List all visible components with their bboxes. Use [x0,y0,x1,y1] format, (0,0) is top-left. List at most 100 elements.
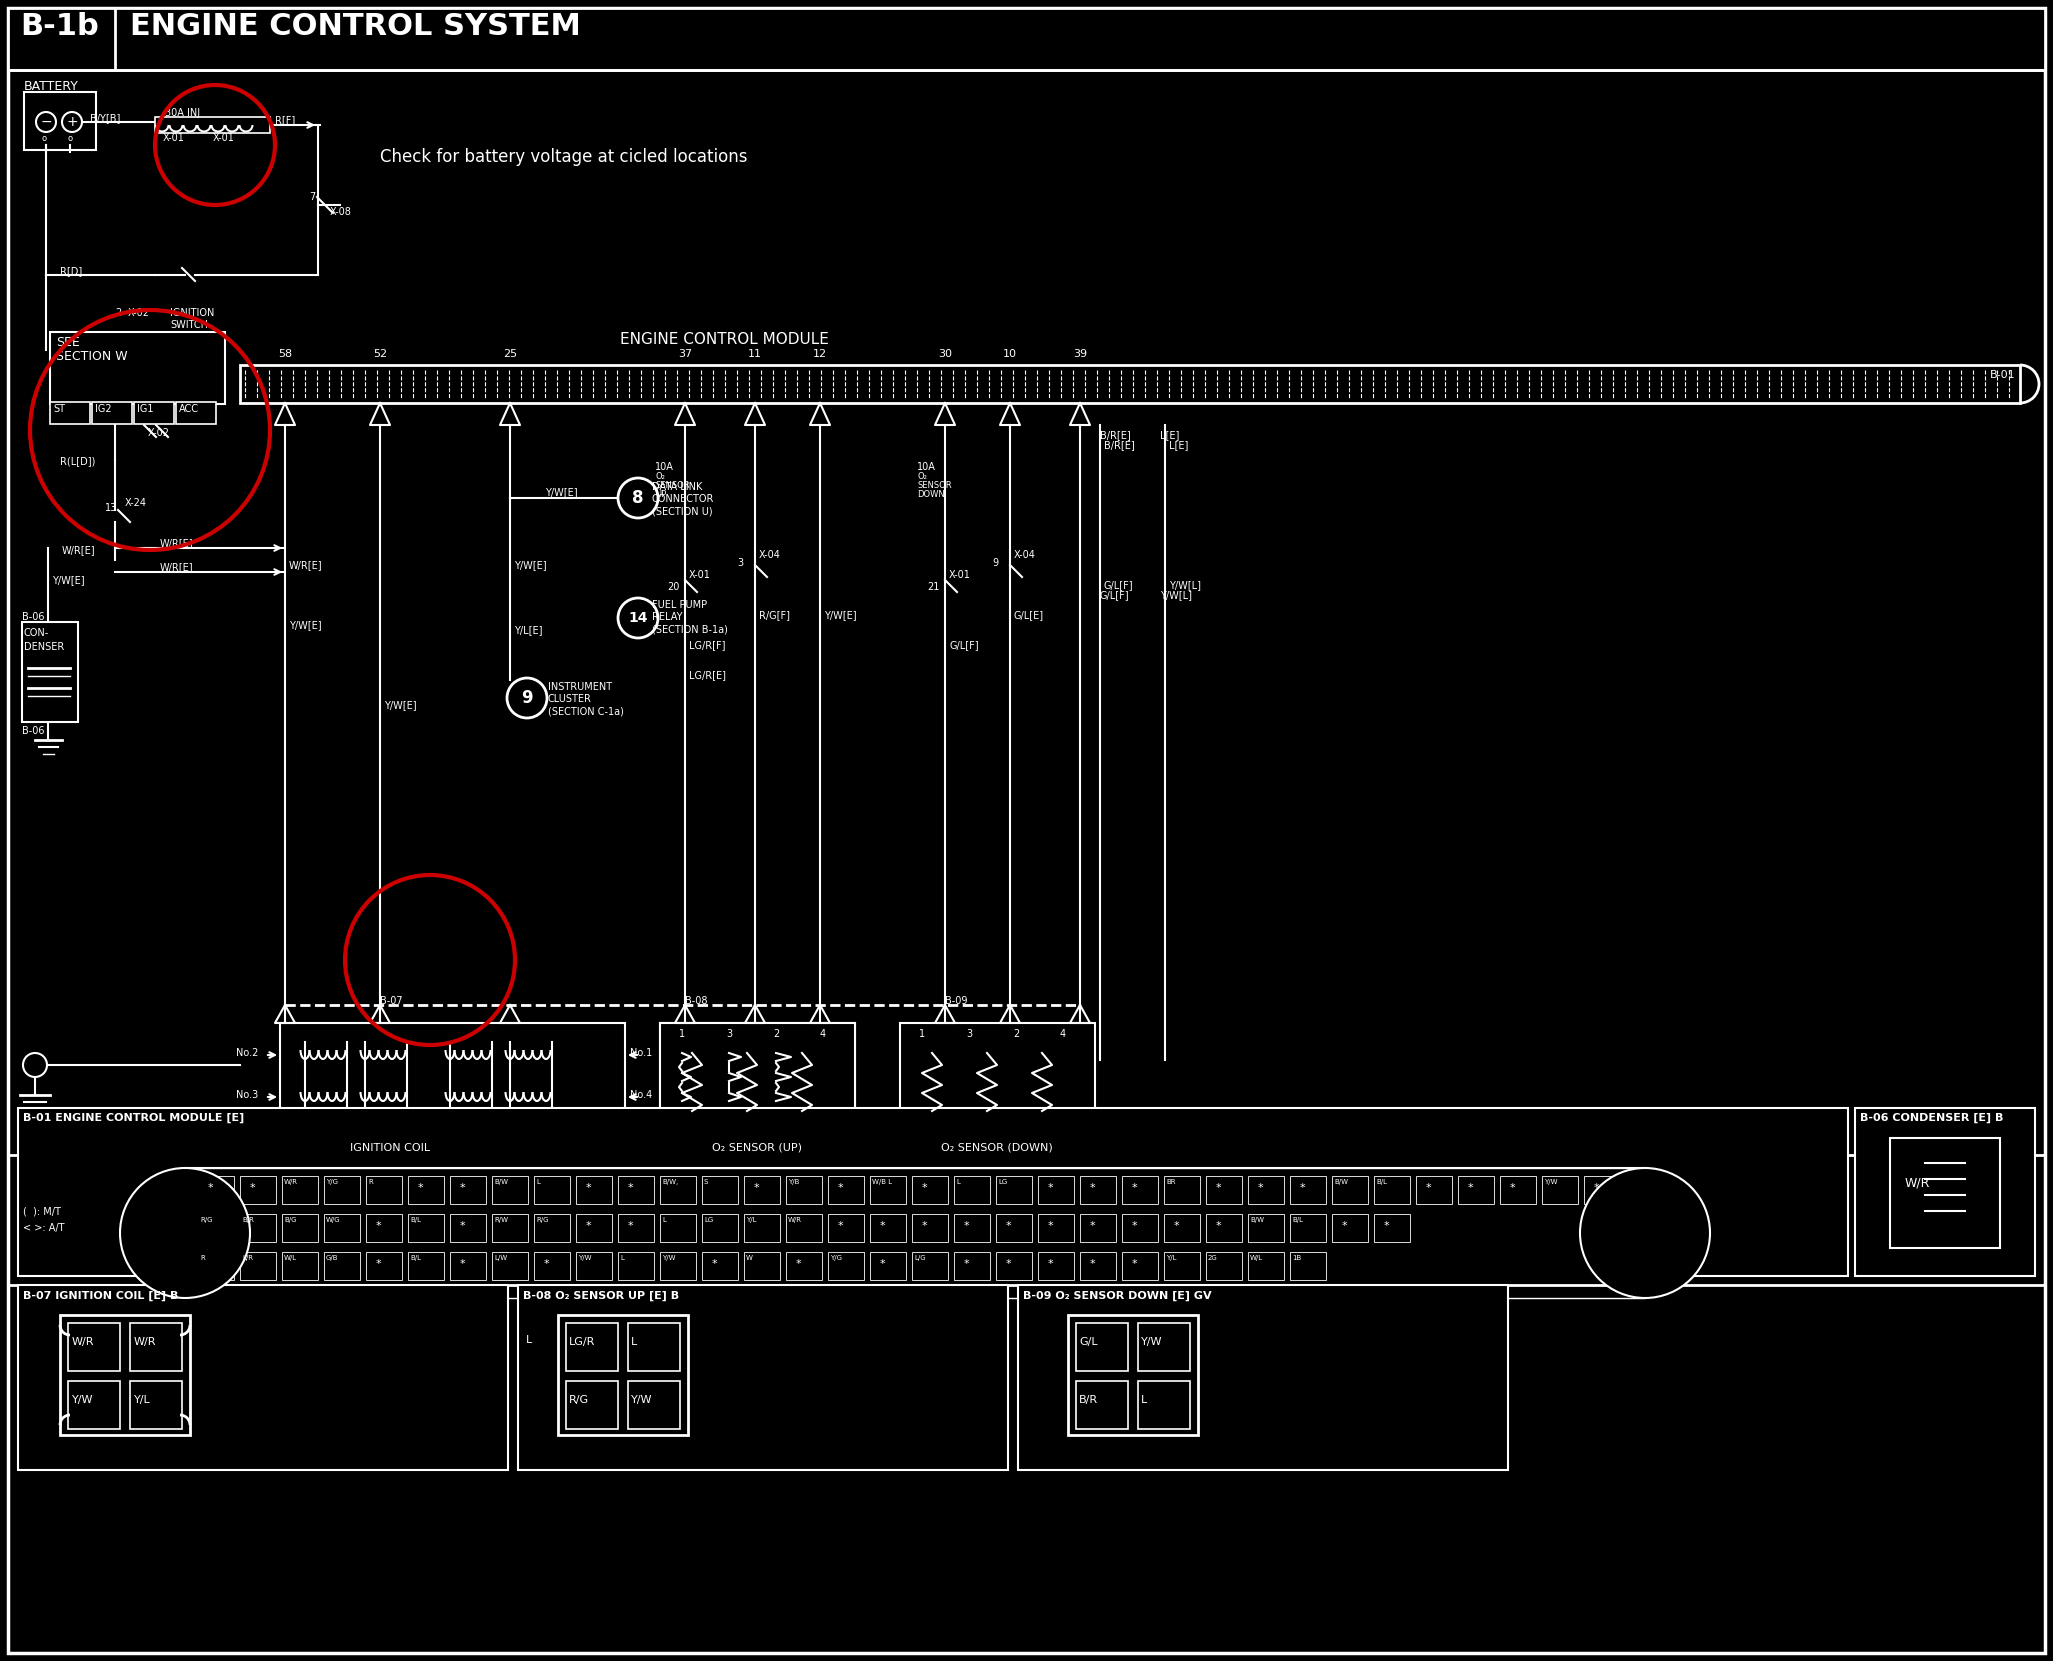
Text: B-06: B-06 [23,611,45,621]
Text: Y/L: Y/L [745,1218,756,1222]
Text: B/G: B/G [283,1218,296,1222]
Text: O₂ SENSOR (DOWN): O₂ SENSOR (DOWN) [940,1143,1053,1153]
Bar [1205,1214,1242,1242]
Text: *: * [628,1221,634,1231]
Text: 3: 3 [967,1030,971,1040]
Text: *: * [1300,1183,1306,1193]
Text: X-02: X-02 [148,429,170,439]
Bar [558,1316,688,1435]
Bar [409,1176,443,1204]
Text: (SECTION U): (SECTION U) [653,507,712,517]
Bar [240,1176,275,1204]
Text: UP: UP [655,490,667,498]
Text: O₂: O₂ [918,472,926,482]
Text: R: R [199,1256,205,1261]
Text: 30: 30 [938,349,953,359]
Text: L: L [536,1179,540,1184]
Bar [628,1380,680,1428]
Text: No.3: No.3 [236,1090,259,1100]
Text: R[D]: R[D] [60,266,82,276]
Bar [743,1176,780,1204]
Bar [1080,1176,1117,1204]
Text: G/L: G/L [1080,1337,1098,1347]
Bar [534,1176,571,1204]
Bar [1542,1176,1579,1204]
Text: G/B: G/B [326,1256,339,1261]
Text: R/G: R/G [199,1218,214,1222]
Bar [618,1214,655,1242]
Bar [18,1108,1848,1276]
Text: −: − [41,115,51,130]
Text: B-07 IGNITION COIL [E] B: B-07 IGNITION COIL [E] B [23,1291,179,1301]
Text: 58: 58 [277,349,292,359]
Bar [996,1176,1033,1204]
Bar [450,1176,487,1204]
Text: X-01: X-01 [214,133,234,143]
Bar [409,1214,443,1242]
Bar [1164,1252,1201,1281]
Text: G/L[F]: G/L[F] [1105,580,1133,590]
Text: *: * [1215,1183,1222,1193]
Text: X-24: X-24 [125,498,148,508]
Bar [996,1252,1033,1281]
Bar [786,1176,821,1204]
Text: *: * [922,1221,928,1231]
Text: Y/G: Y/G [829,1256,842,1261]
Text: W/L: W/L [283,1256,298,1261]
Bar [493,1252,528,1281]
Text: L/W: L/W [495,1256,507,1261]
Text: LG/R: LG/R [569,1337,595,1347]
Text: *: * [1427,1183,1431,1193]
Text: SWITCH: SWITCH [170,321,207,331]
Text: *: * [1131,1183,1137,1193]
Text: B/R[E]: B/R[E] [1105,440,1135,450]
Text: W/R: W/R [283,1179,298,1184]
Text: B/L: B/L [1291,1218,1304,1222]
Bar [197,1176,234,1204]
Bar [365,1176,402,1204]
Text: *: * [1343,1221,1347,1231]
Text: L: L [661,1218,665,1222]
Circle shape [23,1053,47,1076]
Circle shape [618,598,659,638]
Text: INSTRUMENT: INSTRUMENT [548,683,612,693]
Bar [324,1176,359,1204]
Text: No.1: No.1 [630,1048,653,1058]
Text: *: * [838,1221,844,1231]
Bar [567,1324,618,1370]
Text: R/G[F]: R/G[F] [760,610,790,620]
Bar [1289,1176,1326,1204]
Text: *: * [544,1259,550,1269]
Text: B/W,: B/W, [661,1179,677,1184]
Bar [1417,1176,1451,1204]
Text: +: + [66,115,78,130]
Bar [1856,1108,2035,1276]
Text: L: L [526,1335,532,1345]
Bar [493,1214,528,1242]
Text: 13: 13 [105,503,117,513]
Bar [618,1252,655,1281]
Text: L/G: L/G [914,1256,926,1261]
Text: R/W: R/W [495,1218,507,1222]
Text: *: * [1468,1183,1474,1193]
Text: *: * [1047,1221,1053,1231]
Text: *: * [585,1221,591,1231]
Text: 21: 21 [928,581,940,591]
Text: G/L[F]: G/L[F] [1100,590,1129,600]
Text: B/L: B/L [411,1256,421,1261]
Text: *: * [1090,1183,1096,1193]
Text: IGNITION: IGNITION [170,307,214,317]
Bar [1289,1252,1326,1281]
Text: X-08: X-08 [331,208,351,218]
Text: ENGINE CONTROL SYSTEM: ENGINE CONTROL SYSTEM [129,12,581,42]
Text: Y/W[E]: Y/W[E] [544,487,577,497]
Circle shape [1581,1168,1710,1297]
Text: *: * [460,1221,466,1231]
Bar [60,1316,191,1435]
Text: Y/W: Y/W [630,1395,653,1405]
Text: Y/W[E]: Y/W[E] [513,560,546,570]
Bar [129,1380,183,1428]
Bar [240,1214,275,1242]
Text: *: * [922,1183,928,1193]
Text: 2: 2 [115,307,121,317]
